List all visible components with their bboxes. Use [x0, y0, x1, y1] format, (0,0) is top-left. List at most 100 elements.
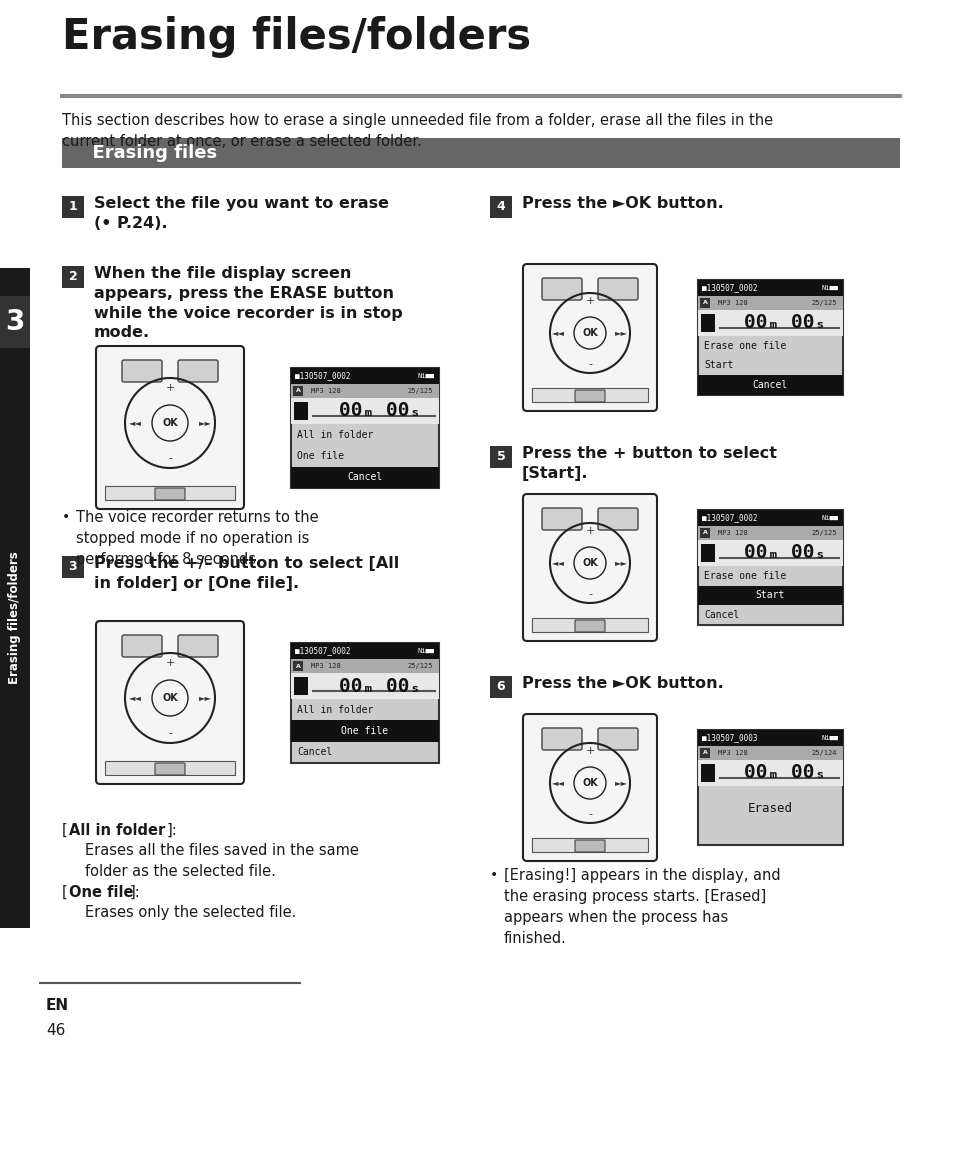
Text: Erased: Erased	[747, 801, 792, 814]
Bar	[698, 310, 842, 336]
Text: 3: 3	[69, 560, 77, 573]
Text: Erasing files/folders: Erasing files/folders	[9, 551, 22, 684]
Bar	[698, 510, 842, 526]
Text: 25/125: 25/125	[811, 300, 836, 306]
Bar	[0, 267, 30, 928]
Text: 25/125: 25/125	[407, 388, 433, 394]
Text: One file: One file	[341, 726, 388, 736]
Text: +: +	[165, 383, 174, 393]
Text: Ni■■: Ni■■	[821, 285, 838, 291]
Text: -: -	[168, 728, 172, 738]
FancyBboxPatch shape	[178, 635, 218, 657]
Text: Press the ►OK button.: Press the ►OK button.	[521, 196, 723, 211]
Text: ]:: ]:	[130, 885, 141, 900]
FancyBboxPatch shape	[541, 508, 581, 530]
Bar	[62, 266, 84, 288]
Text: ►►: ►►	[198, 694, 212, 703]
Text: 00ₘ 00ₛ: 00ₘ 00ₛ	[338, 402, 420, 420]
Bar	[700, 298, 709, 308]
Text: -: -	[587, 589, 592, 600]
Text: ■130507_0002: ■130507_0002	[294, 646, 350, 655]
Bar	[294, 677, 308, 695]
Bar	[698, 375, 842, 395]
Text: ■130507_0003: ■130507_0003	[701, 733, 757, 742]
FancyBboxPatch shape	[154, 763, 185, 775]
Text: OK: OK	[162, 418, 177, 428]
Text: A: A	[701, 750, 707, 755]
FancyBboxPatch shape	[575, 840, 604, 852]
Text: OK: OK	[162, 692, 177, 703]
Text: A: A	[295, 388, 300, 394]
Text: Ni■■: Ni■■	[417, 373, 435, 379]
Text: 46: 46	[46, 1023, 66, 1038]
Bar	[105, 486, 234, 500]
Bar	[291, 643, 438, 763]
Text: All in folder: All in folder	[296, 705, 373, 714]
Text: •: •	[490, 868, 497, 882]
Bar	[700, 748, 709, 758]
Text: Start: Start	[703, 360, 733, 371]
Text: Ni■■: Ni■■	[417, 648, 435, 654]
Text: [: [	[62, 885, 68, 900]
Text: -: -	[587, 359, 592, 369]
Text: Cancel: Cancel	[296, 747, 332, 757]
Text: Ni■■: Ni■■	[821, 735, 838, 741]
Text: •: •	[62, 510, 71, 525]
Bar	[698, 540, 842, 566]
Bar	[291, 643, 438, 659]
Bar	[700, 544, 714, 562]
Bar	[293, 386, 303, 396]
Text: MP3 128: MP3 128	[718, 750, 747, 756]
Text: ◄◄: ◄◄	[129, 418, 141, 427]
Bar	[700, 528, 709, 538]
Bar	[62, 556, 84, 578]
Bar	[0, 296, 30, 349]
Text: 3: 3	[6, 308, 25, 336]
FancyBboxPatch shape	[575, 390, 604, 402]
Text: +: +	[585, 527, 594, 536]
Text: Erase one file: Erase one file	[703, 571, 785, 581]
Text: All in folder: All in folder	[296, 430, 373, 440]
Bar	[291, 398, 438, 424]
Text: All in folder: All in folder	[69, 823, 165, 838]
Bar	[291, 720, 438, 741]
Text: EN: EN	[46, 998, 69, 1013]
Text: +: +	[585, 296, 594, 307]
Text: A: A	[701, 300, 707, 306]
Text: Select the file you want to erase
(• P.24).: Select the file you want to erase (• P.2…	[94, 196, 389, 230]
Bar	[490, 196, 512, 218]
Text: 00ₘ 00ₛ: 00ₘ 00ₛ	[338, 676, 420, 696]
FancyBboxPatch shape	[598, 278, 638, 300]
Bar	[698, 296, 842, 310]
Text: MP3 128: MP3 128	[311, 664, 340, 669]
Bar	[291, 368, 438, 384]
Bar	[698, 526, 842, 540]
FancyBboxPatch shape	[575, 620, 604, 632]
Bar	[62, 138, 899, 168]
FancyBboxPatch shape	[598, 508, 638, 530]
Text: Press the + button to select
[Start].: Press the + button to select [Start].	[521, 446, 776, 481]
Bar	[700, 314, 714, 332]
Text: ■130507_0002: ■130507_0002	[701, 513, 757, 522]
Bar	[294, 402, 308, 420]
Text: ]:: ]:	[167, 823, 177, 838]
Text: When the file display screen
appears, press the ERASE button
while the voice rec: When the file display screen appears, pr…	[94, 266, 402, 340]
Text: -: -	[587, 809, 592, 820]
FancyBboxPatch shape	[522, 264, 657, 411]
Bar	[698, 730, 842, 746]
Text: Erases all the files saved in the same
folder as the selected file.: Erases all the files saved in the same f…	[85, 843, 358, 879]
FancyBboxPatch shape	[122, 360, 162, 382]
Text: This section describes how to erase a single unneeded file from a folder, erase : This section describes how to erase a si…	[62, 113, 772, 149]
Bar	[105, 761, 234, 775]
Text: The voice recorder returns to the
stopped mode if no operation is
performed for : The voice recorder returns to the stoppe…	[76, 510, 318, 567]
Text: ►►: ►►	[198, 418, 212, 427]
Bar	[291, 659, 438, 673]
Text: Cancel: Cancel	[347, 472, 382, 483]
Text: A: A	[295, 664, 300, 668]
Bar	[291, 673, 438, 699]
Bar	[490, 676, 512, 698]
Text: ◄◄: ◄◄	[552, 558, 564, 567]
Text: Erasing files/folders: Erasing files/folders	[62, 16, 531, 58]
Text: ◄◄: ◄◄	[552, 778, 564, 787]
FancyBboxPatch shape	[122, 635, 162, 657]
